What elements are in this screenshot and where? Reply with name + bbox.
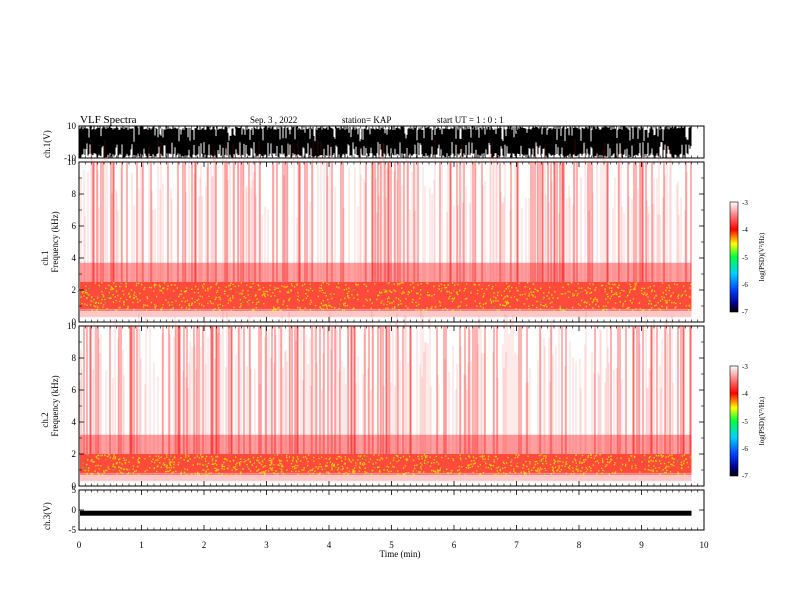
x-tick-label: 5	[389, 540, 394, 550]
y-tick-label: -5	[69, 525, 77, 535]
figure-title: VLF Spectra	[80, 114, 137, 126]
ch1-spectrogram-image	[80, 138, 692, 320]
cb1-tick--6: -6	[742, 281, 748, 289]
low-band	[80, 474, 692, 482]
ch3-waveform-line	[80, 510, 692, 516]
y-tick-label: 8	[72, 189, 77, 199]
faint-streaks	[80, 138, 688, 282]
y-tick-label: 0	[72, 505, 77, 515]
y-tick-label: 5	[72, 485, 77, 495]
y-tick-label: -10	[64, 153, 76, 163]
y-tick-label: 4	[72, 417, 77, 427]
start-time-label: start UT = 1 : 0 : 1	[437, 115, 504, 125]
y-tick-label: 8	[72, 353, 77, 363]
low-band	[80, 310, 692, 318]
y-tick-label: 4	[72, 253, 77, 263]
cb2-tick--7: -7	[742, 472, 748, 480]
x-tick-label: 9	[639, 540, 644, 550]
x-axis-label: Time (min)	[380, 549, 421, 559]
ch1-waveform-trace	[79, 126, 692, 158]
y-tick-label: 0	[72, 317, 77, 327]
y-tick-label: 6	[72, 221, 77, 231]
cb1-tick--3: -3	[742, 199, 748, 207]
sferic-streaks	[92, 162, 692, 282]
ch3-waveform-trace	[80, 510, 692, 516]
strong-band	[80, 454, 692, 475]
cb2-tick--5: -5	[742, 418, 748, 426]
ch1-ylabel: ch.1(V)	[42, 130, 52, 158]
y-tick-label: 0	[72, 481, 77, 491]
ch1-waveform-line	[79, 126, 692, 158]
x-tick-label: 4	[327, 540, 332, 550]
x-tick-label: 8	[577, 540, 582, 550]
figure-header: VLF Spectra Sep. 3 , 2022 station= KAP s…	[80, 114, 504, 126]
moderate-band	[80, 262, 692, 282]
x-tick-label: 1	[139, 540, 144, 550]
y-tick-label: 2	[72, 285, 77, 295]
ch2-spec-ylabel-line2: Frequency (kHz)	[50, 375, 60, 436]
y-tick-label: 10	[67, 157, 77, 167]
intense-spots	[84, 454, 692, 477]
station-label: station= KAP	[342, 115, 391, 125]
cb2-label: log(PSD)(V²/Hz)	[758, 396, 766, 445]
ch2-spectrogram-image	[79, 310, 692, 484]
ch1-spec-ylabel-line1: ch.1	[40, 250, 50, 265]
cb1-tick--7: -7	[742, 308, 748, 316]
x-tick-label: 10	[700, 540, 710, 550]
cb2-tick--4: -4	[742, 390, 748, 398]
recording-date: Sep. 3 , 2022	[250, 115, 297, 125]
x-tick-label: 6	[452, 540, 457, 550]
cb1-label: log(PSD)(V²/Hz)	[758, 232, 766, 281]
faint-streaks	[79, 310, 674, 454]
intense-spots	[80, 282, 692, 313]
y-tick-label: 10	[67, 321, 77, 331]
cb1-tick--4: -4	[742, 226, 748, 234]
ch1-colorbar: -3 -4 -5 -6 -7 log(PSD)(V²/Hz)	[729, 199, 766, 316]
x-tick-label: 0	[77, 540, 82, 550]
x-tick-label: 3	[264, 540, 269, 550]
cb1-tick--5: -5	[742, 254, 748, 262]
ch3-ylabel: ch.3(V)	[42, 502, 52, 530]
strong-band	[80, 282, 692, 311]
ch1-spec-ylabel-line2: Frequency (kHz)	[50, 211, 60, 272]
y-tick-label: 6	[72, 385, 77, 395]
y-tick-label: 2	[72, 449, 77, 459]
ch2-colorbar: -3 -4 -5 -6 -7 log(PSD)(V²/Hz)	[729, 363, 766, 480]
x-tick-label: 7	[514, 540, 519, 550]
ch3-waveform-frame	[78, 489, 705, 531]
cb2-tick--3: -3	[742, 363, 748, 371]
y-tick-label: 10	[67, 121, 77, 131]
ch2-spec-ylabel-line1: ch.2	[40, 412, 50, 427]
x-tick-label: 2	[202, 540, 207, 550]
cb2-tick--6: -6	[742, 445, 748, 453]
